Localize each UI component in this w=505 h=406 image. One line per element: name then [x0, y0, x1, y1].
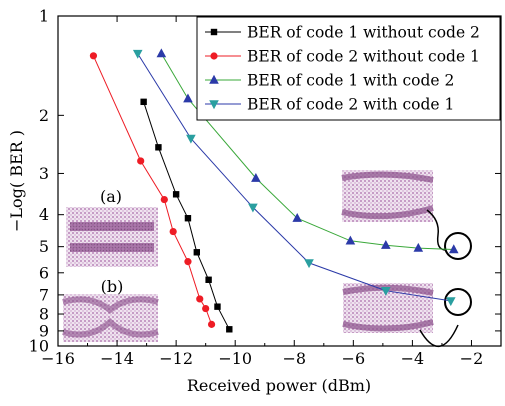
series-4-point — [445, 297, 456, 307]
legend-marker-1 — [210, 28, 218, 36]
x-tick-label: −6 — [342, 349, 366, 368]
legend-marker-3 — [209, 74, 219, 84]
series-3-point — [413, 242, 424, 252]
series-3-point — [156, 48, 167, 58]
series-2-point — [184, 258, 192, 266]
x-tick-label: −8 — [282, 349, 306, 368]
series-4-point — [304, 259, 314, 269]
x-tick-label: −16 — [41, 349, 75, 368]
series-1-point — [193, 249, 201, 256]
legend-marker-2 — [210, 52, 218, 60]
series-2-point — [169, 227, 177, 236]
legend-label-1: BER of code 1 without code 2 — [247, 24, 480, 42]
series-2-point — [207, 320, 216, 328]
series-2-point — [160, 195, 168, 204]
series-3-point — [345, 235, 356, 245]
y-tick-label: 1 — [39, 7, 49, 26]
legend-marker-4 — [209, 100, 219, 110]
y-tick-label: 5 — [39, 237, 49, 256]
x-tick-label: −10 — [218, 349, 252, 368]
y-tick-label: 6 — [39, 263, 49, 282]
legend: BER of code 1 without code 2 BER of code … — [196, 16, 501, 121]
annotation-a: (a) — [100, 187, 122, 206]
series-3-point — [448, 244, 459, 254]
series-3-point — [292, 213, 303, 222]
annotation-b: (b) — [101, 277, 124, 296]
y-tick-label: 2 — [39, 106, 49, 125]
y-tick-label: 4 — [39, 205, 49, 224]
legend-label-2: BER of code 2 without code 1 — [247, 48, 480, 66]
eye-diagram-b — [62, 294, 159, 342]
y-tick-label: 7 — [39, 285, 49, 304]
y-tick-label: 9 — [39, 321, 49, 340]
legend-label-4: BER of code 2 with code 1 — [247, 96, 454, 114]
legend-box — [196, 16, 501, 121]
x-tick-label: −14 — [100, 349, 134, 368]
series-1-point — [214, 303, 221, 310]
series-2-point — [196, 295, 204, 303]
series-4-point — [381, 287, 391, 296]
plot-frame — [57, 15, 502, 347]
series-1-line — [143, 101, 230, 330]
series-2-point — [137, 157, 145, 165]
series-4-point — [186, 134, 196, 144]
eye-diagram-code1-with-code2 — [341, 170, 434, 222]
series-1-point — [226, 326, 233, 333]
eye-diagram-a — [66, 207, 158, 267]
legend-label-3: BER of code 1 with code 2 — [247, 72, 454, 90]
x-axis: −16 −14 −12 −10 −8 −6 −4 −2 — [41, 16, 483, 368]
series-1-point — [184, 215, 192, 222]
y-axis-label: −Log( BER ) — [7, 130, 26, 232]
y-tick-label: 3 — [39, 164, 49, 183]
series-1-point — [140, 98, 147, 106]
x-axis-label: Received power (dBm) — [187, 376, 371, 395]
series-1-point — [205, 276, 212, 283]
series-1-point — [155, 144, 162, 151]
x-tick-label: −4 — [401, 349, 425, 368]
x-tick-label: −2 — [460, 349, 484, 368]
series-1-point — [172, 191, 180, 198]
series-2-point — [89, 52, 98, 60]
series-4-point — [248, 203, 258, 213]
y-tick-label: 8 — [39, 305, 49, 324]
series-4-point — [132, 49, 143, 59]
series-markers — [89, 48, 459, 333]
series-4-line — [137, 53, 451, 302]
series-3-point — [183, 93, 193, 103]
x-tick-label: −12 — [159, 349, 193, 368]
series-3-point — [251, 172, 261, 182]
series-3-point — [381, 240, 391, 249]
series-2-point — [202, 304, 210, 313]
y-tick-label: 10 — [29, 337, 49, 356]
